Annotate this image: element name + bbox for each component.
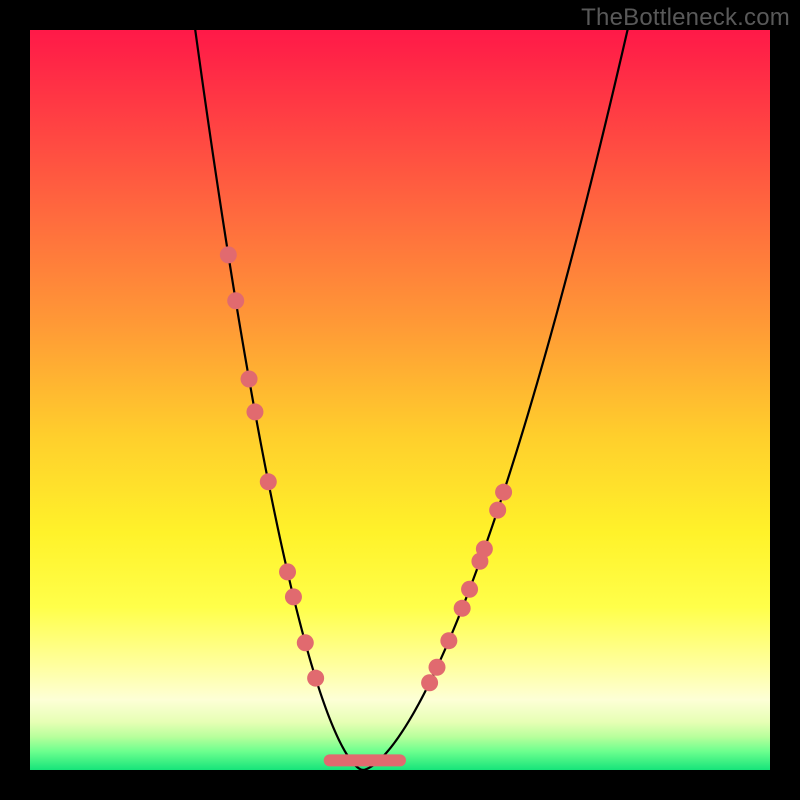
gradient-background <box>30 30 770 770</box>
curve-marker <box>489 502 506 519</box>
bottleneck-chart-svg <box>0 0 800 800</box>
curve-marker <box>279 563 296 580</box>
curve-marker <box>495 484 512 501</box>
curve-marker <box>297 634 314 651</box>
curve-marker <box>227 292 244 309</box>
curve-marker <box>285 588 302 605</box>
curve-marker <box>454 600 471 617</box>
curve-marker <box>440 632 457 649</box>
curve-marker <box>241 370 258 387</box>
curve-marker <box>429 659 446 676</box>
curve-marker <box>307 670 324 687</box>
chart-container: TheBottleneck.com <box>0 0 800 800</box>
curve-marker <box>246 403 263 420</box>
curve-marker <box>461 581 478 598</box>
curve-marker <box>476 540 493 557</box>
watermark-text: TheBottleneck.com <box>581 4 790 32</box>
curve-marker <box>260 473 277 490</box>
curve-marker <box>421 674 438 691</box>
curve-marker <box>220 246 237 263</box>
